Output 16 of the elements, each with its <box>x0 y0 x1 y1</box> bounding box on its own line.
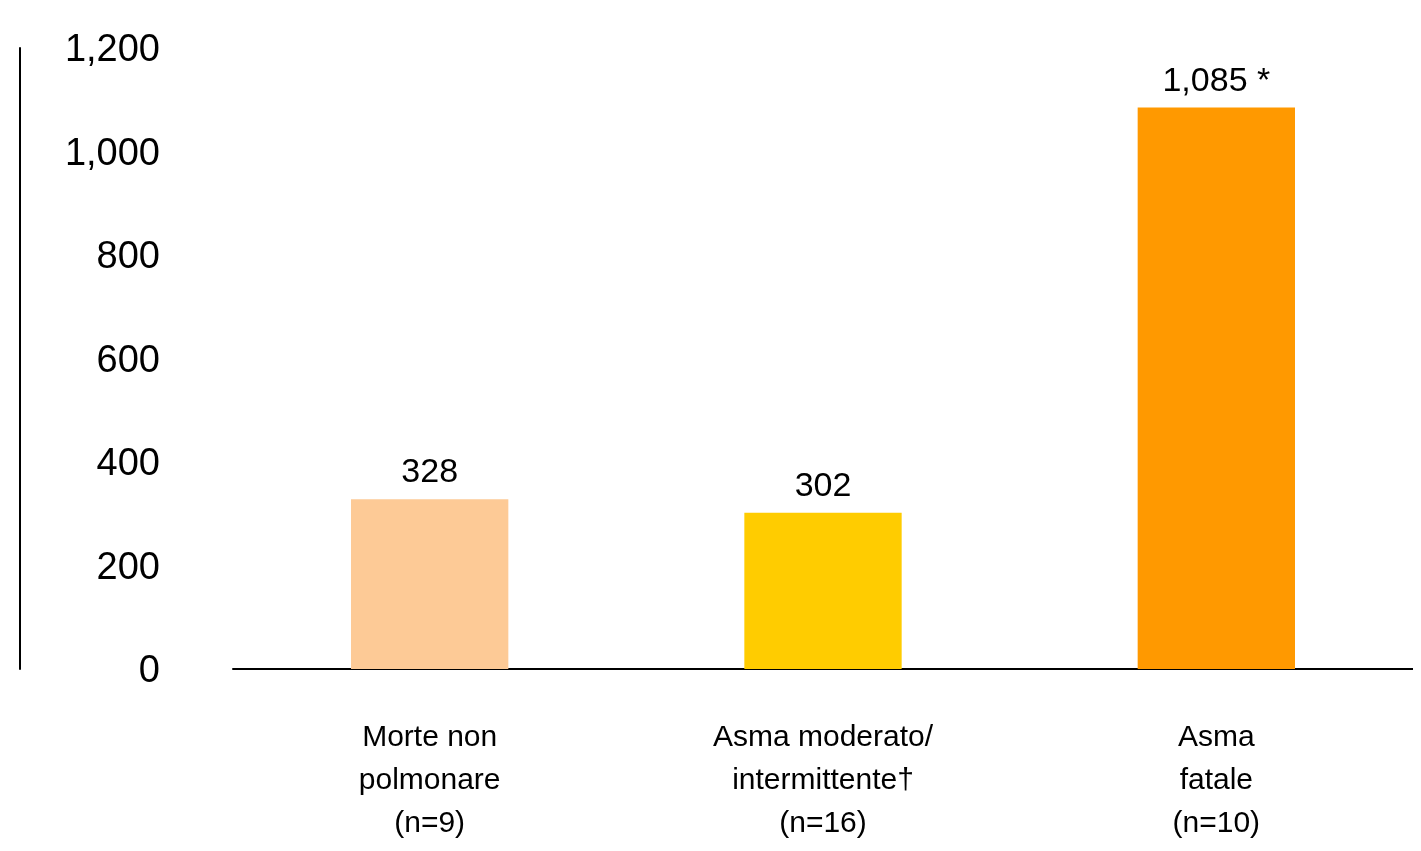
x-tick-label: Asma moderato/ intermittente† (n=16) <box>712 719 934 838</box>
data-label: 1,085 * <box>1162 59 1271 98</box>
bar <box>351 499 509 669</box>
y-tick-label: 1,000 <box>64 130 160 173</box>
x-tick-label: Asma fatale (n=10) <box>1172 719 1261 838</box>
y-tick-label: 600 <box>96 337 160 380</box>
y-tick-label: 0 <box>138 648 160 690</box>
data-label: 302 <box>794 464 852 503</box>
y-tick-label: 1,200 <box>64 27 160 69</box>
data-label: 328 <box>401 451 459 490</box>
bar <box>1137 107 1295 669</box>
bar <box>744 512 902 669</box>
y-tick-label: 200 <box>96 544 160 587</box>
x-tick-label: Morte non polmonare (n=9) <box>358 719 501 838</box>
y-tick-label: 800 <box>96 234 160 276</box>
y-tick-label: 400 <box>96 441 160 483</box>
